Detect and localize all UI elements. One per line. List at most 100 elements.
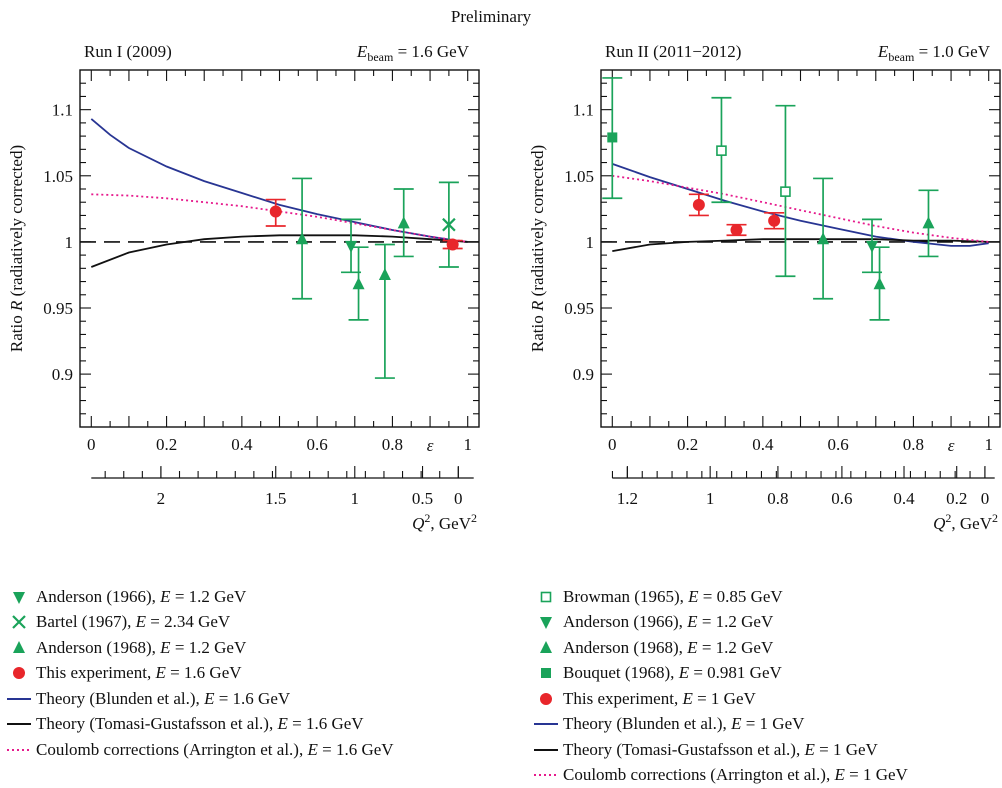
legend-entry: Anderson (1966), E = 1.2 GeV <box>6 584 394 610</box>
legend-label: Bouquet (1968), E = 0.981 GeV <box>563 663 782 683</box>
plot-frame <box>80 70 479 427</box>
legend-label: Anderson (1966), E = 1.2 GeV <box>36 587 246 607</box>
q2-tick-label: 1.5 <box>265 489 286 508</box>
y-tick-label: 0.95 <box>564 299 594 318</box>
q2-tick-label: 1.2 <box>617 489 638 508</box>
legend-symbol <box>533 638 559 658</box>
y-tick-label: 0.95 <box>43 299 73 318</box>
legend-entry: Theory (Blunden et al.), E = 1.6 GeV <box>6 686 394 712</box>
legend-entry: Theory (Tomasi-Gustafsson et al.), E = 1… <box>533 737 908 763</box>
panel-title: Run II (2011−2012) <box>605 42 741 61</box>
data-point <box>731 224 743 236</box>
legend-label: Theory (Blunden et al.), E = 1.6 GeV <box>36 689 290 709</box>
data-point <box>353 277 365 289</box>
data-point <box>447 239 459 251</box>
y-tick-label: 1.05 <box>43 167 73 186</box>
chart-panel-run1: Run I (2009) Ebeam = 1.6 GeV 0.9 0.95 1 1.05 1… <box>7 42 479 533</box>
q2-tick-label: 0 <box>454 489 463 508</box>
q2-tick-label: 0.8 <box>767 489 788 508</box>
q2-axis-label: Q2, GeV2 <box>933 511 998 533</box>
legend-entry: Bartel (1967), E = 2.34 GeV <box>6 610 394 636</box>
legend-symbol <box>533 714 559 734</box>
data-point <box>781 187 790 196</box>
legend-entry: Theory (Tomasi-Gustafsson et al.), E = 1… <box>6 712 394 738</box>
legend-label: Browman (1965), E = 0.85 GeV <box>563 587 783 607</box>
legend-entry: Coulomb corrections (Arrington et al.), … <box>6 737 394 763</box>
theory-curve <box>91 235 467 267</box>
x-tick-label: 0.8 <box>382 435 403 454</box>
legend-entry: Anderson (1968), E = 1.2 GeV <box>533 635 908 661</box>
legend-right: Browman (1965), E = 0.85 GeV Anderson (19… <box>533 584 908 788</box>
data-point <box>607 132 617 142</box>
x-tick-label: 1 <box>984 435 993 454</box>
legend-symbol <box>6 612 32 632</box>
data-point <box>693 199 705 211</box>
legend-label: Theory (Tomasi-Gustafsson et al.), E = 1… <box>36 714 364 734</box>
figure-canvas: Preliminary Run I (2009) Ebeam = 1.6 GeV 0… <box>0 0 1002 580</box>
legend-symbol <box>6 689 32 709</box>
plot-area <box>80 119 479 378</box>
y-tick-label: 1 <box>586 233 595 252</box>
x-axis-label: ε <box>948 436 955 455</box>
legend-label: Anderson (1966), E = 1.2 GeV <box>563 612 773 632</box>
legend-symbol <box>533 587 559 607</box>
q2-axis-label: Q2, GeV2 <box>412 511 477 533</box>
legend-symbol <box>6 663 32 683</box>
y-tick-label: 1 <box>65 233 74 252</box>
data-point <box>270 205 282 217</box>
x-tick-label: 0.6 <box>307 435 328 454</box>
y-tick-label: 0.9 <box>573 365 594 384</box>
legend-left: Anderson (1966), E = 1.2 GeV Bartel (1967… <box>6 584 394 763</box>
x-tick-label: 0.2 <box>156 435 177 454</box>
legend-label: This experiment, E = 1 GeV <box>563 689 756 709</box>
legend-symbol <box>533 689 559 709</box>
beam-energy-label: Ebeam = 1.0 GeV <box>877 42 991 64</box>
plot-area <box>601 78 1000 320</box>
y-tick-label: 1.05 <box>564 167 594 186</box>
q2-tick-label: 1 <box>706 489 715 508</box>
legend-entry: Browman (1965), E = 0.85 GeV <box>533 584 908 610</box>
x-tick-label: 1 <box>463 435 472 454</box>
legend-label: Coulomb corrections (Arrington et al.), … <box>563 765 908 785</box>
chart-panel-run2: Run II (2011−2012) Ebeam = 1.0 GeV 0.9 0.95… <box>528 42 1000 533</box>
data-point <box>296 232 308 244</box>
legend-symbol <box>533 612 559 632</box>
legend-label: Anderson (1968), E = 1.2 GeV <box>36 638 246 658</box>
legend-entry: Coulomb corrections (Arrington et al.), … <box>533 763 908 788</box>
data-point <box>398 216 410 228</box>
y-axis-label: Ratio R (radiatively corrected) <box>528 145 547 352</box>
plot-frame <box>601 70 1000 427</box>
data-point <box>817 232 829 244</box>
legend-symbol <box>6 638 32 658</box>
theory-curve <box>91 119 467 242</box>
theory-curve <box>612 176 988 242</box>
legend-entry: Anderson (1968), E = 1.2 GeV <box>6 635 394 661</box>
data-point <box>874 277 886 289</box>
y-tick-label: 1.1 <box>52 101 73 120</box>
y-tick-label: 1.1 <box>573 101 594 120</box>
y-axis-label: Ratio R (radiatively corrected) <box>7 145 26 352</box>
legend-symbol <box>6 587 32 607</box>
x-tick-label: 0.8 <box>903 435 924 454</box>
panel-title: Run I (2009) <box>84 42 172 61</box>
beam-energy-label: Ebeam = 1.6 GeV <box>356 42 470 64</box>
x-tick-label: 0.6 <box>828 435 849 454</box>
x-tick-label: 0.4 <box>231 435 253 454</box>
legend-label: This experiment, E = 1.6 GeV <box>36 663 242 683</box>
legend-entry: This experiment, E = 1.6 GeV <box>6 661 394 687</box>
y-tick-label: 0.9 <box>52 365 73 384</box>
figure-title: Preliminary <box>451 7 532 26</box>
legend-symbol <box>533 663 559 683</box>
data-point <box>379 268 391 280</box>
x-axis-label: ε <box>427 436 434 455</box>
data-point <box>768 215 780 227</box>
x-tick-label: 0.2 <box>677 435 698 454</box>
x-tick-label: 0.4 <box>752 435 774 454</box>
legend-entry: Anderson (1966), E = 1.2 GeV <box>533 610 908 636</box>
q2-tick-label: 0.2 <box>946 489 967 508</box>
q2-tick-label: 2 <box>157 489 166 508</box>
